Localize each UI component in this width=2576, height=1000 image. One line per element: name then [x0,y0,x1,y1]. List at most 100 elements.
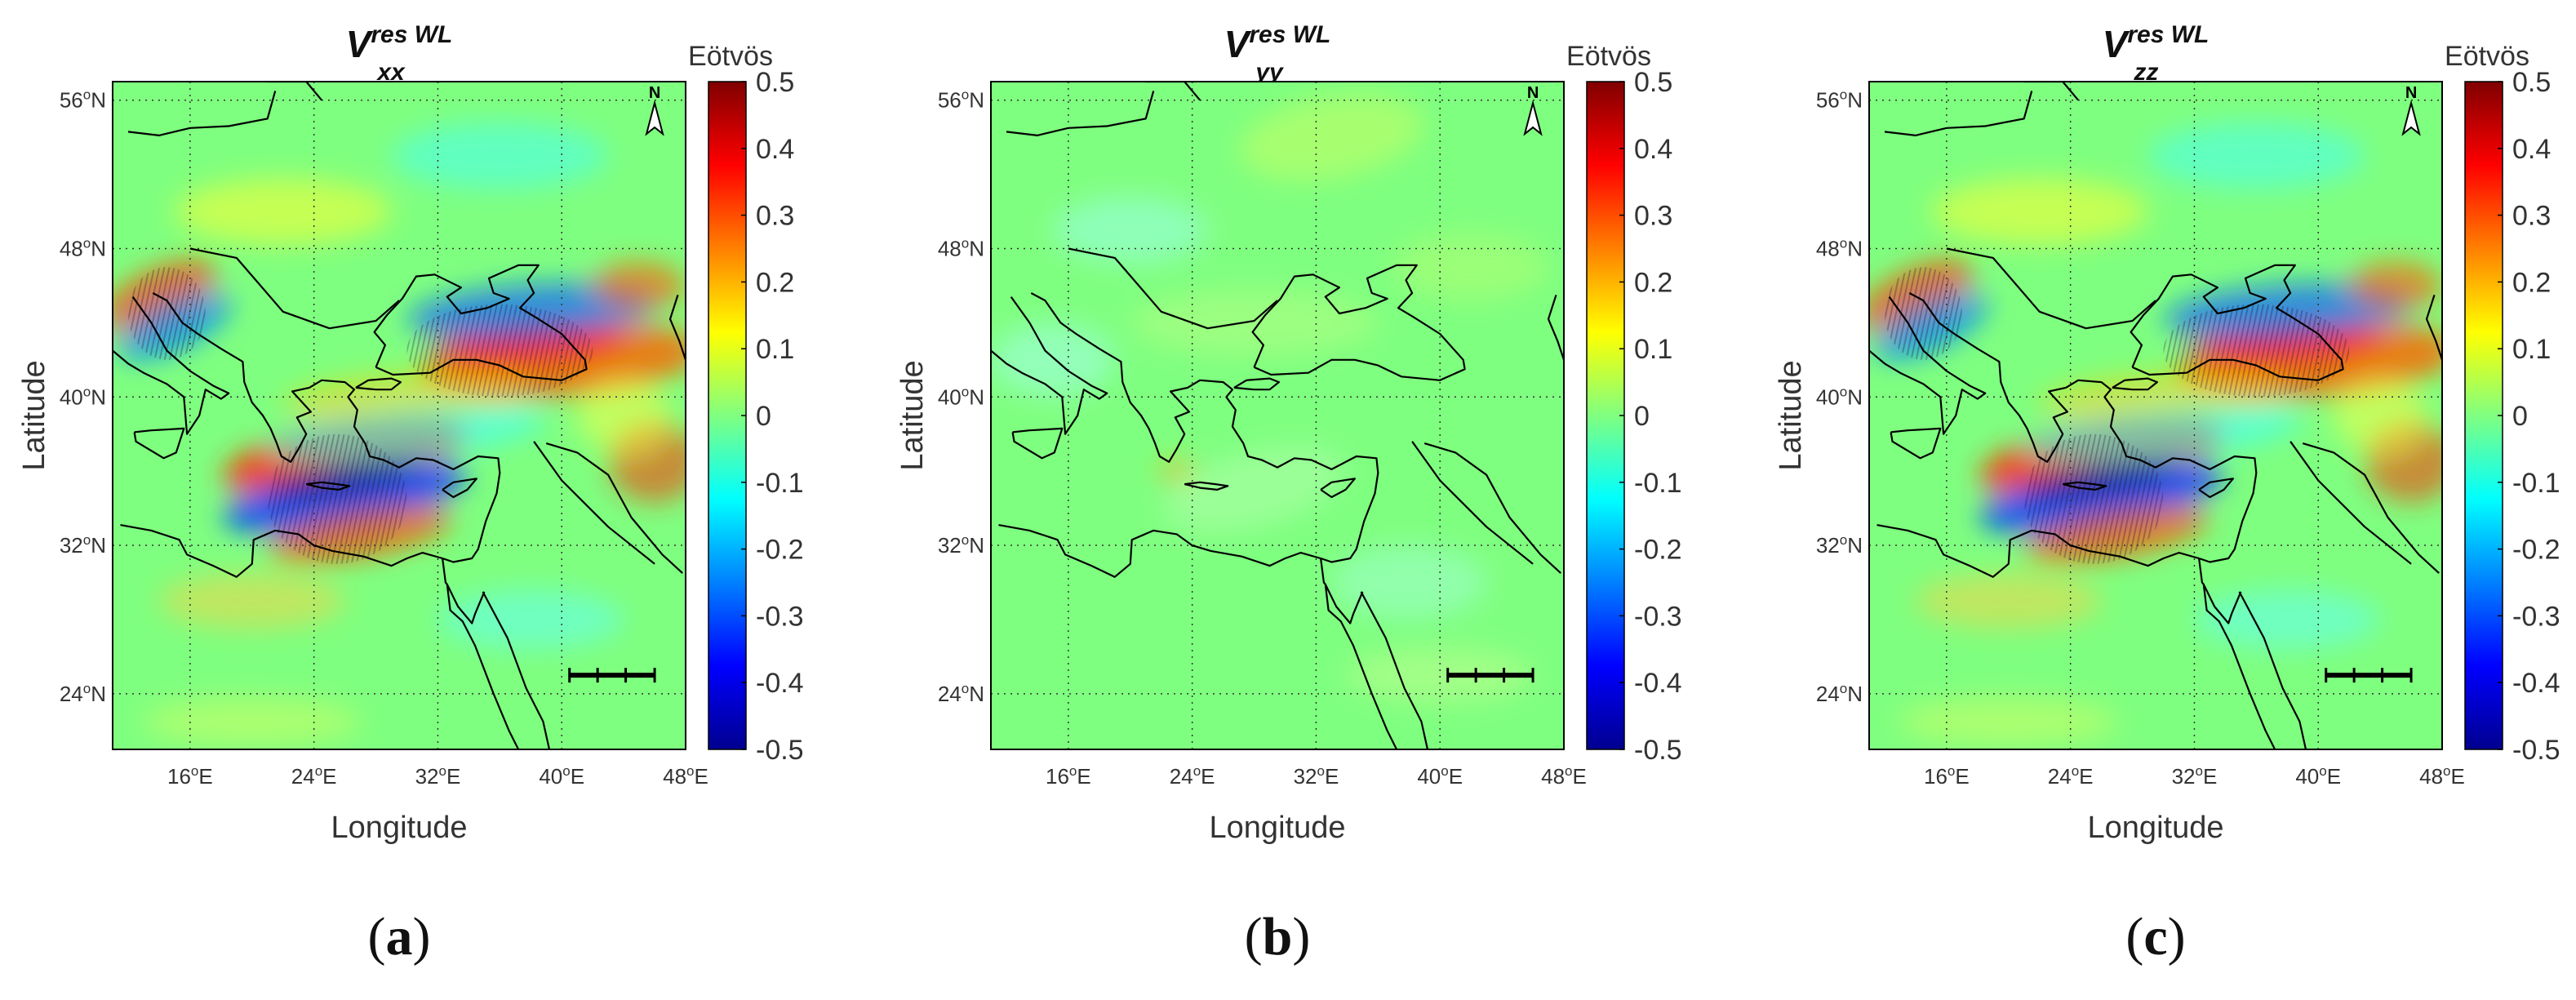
colorbar-tick-label: 0.3 [2512,201,2551,232]
colorbar-tick-label: -0.3 [1634,601,1682,632]
coastlines [991,82,1564,749]
anomaly-blob [1130,289,1379,357]
colorbar-tick-label: 0.3 [756,201,794,232]
graticule [991,82,1564,749]
graticule [113,82,686,749]
x-tick-label: 32oE [1294,763,1339,789]
map-frame [112,81,686,750]
north-arrow-icon: N [1523,84,1543,136]
y-tick-label: 40oN [938,384,984,409]
panel-caption: (c) [2125,907,2186,967]
y-axis-label: Latitude [895,360,930,470]
colorbar-tick-label: 0 [756,401,771,432]
x-tick-label: 48oE [663,763,708,789]
north-arrow-icon: N [645,84,664,136]
colorbar-tick-label: -0.5 [756,735,804,766]
colorbar-tick-label: -0.3 [756,601,804,632]
map-frame [990,81,1565,750]
x-tick-label: 48oE [1541,763,1587,789]
colorbar-tick-label: -0.2 [756,535,804,566]
svg-text:N: N [2405,84,2417,102]
scale-bar [568,668,656,683]
colorbar-tick-label: 0.5 [1634,67,1672,98]
colorbar-tick-label: -0.4 [1634,668,1682,699]
colorbar-tick-label: 0.4 [1634,134,1672,165]
panel-title: Vres WL zz [2103,21,2210,86]
colorbar-tick-label: -0.1 [2512,468,2560,499]
anomaly-blob [174,178,392,245]
y-tick-label: 24oN [1816,681,1863,706]
anomaly-blob [391,122,609,189]
x-axis-label: Longitude [331,811,468,845]
y-tick-label: 32oN [60,532,106,558]
colorbar-tick-label: 0.1 [2512,334,2551,365]
scale-bar [1446,668,1534,683]
scale-bar [2325,668,2413,683]
y-tick-label: 32oN [938,532,984,558]
colorbar-tick-label: 0.5 [756,67,794,98]
x-tick-label: 24oE [2048,763,2094,789]
anomaly-blob [143,697,361,746]
anomaly-blob [1239,94,1423,181]
y-tick-label: 48oN [938,236,984,261]
y-axis-label: Latitude [1774,360,1808,470]
anomaly-blob [437,589,624,650]
colorbar-tick-label: -0.2 [1634,535,1682,566]
svg-text:N: N [1527,84,1539,102]
anomaly-blob [1915,573,2102,629]
anomaly-blob [1393,233,1549,301]
graticule [1869,82,2442,749]
map-figure: Vres WL zz N 16oE 24oE 32oE 40oE 48oE 56oN 48oN 40… [1774,21,2560,845]
colorbar-tick-label: -0.3 [2512,601,2560,632]
colorbar-tick-label: 0 [2512,401,2528,432]
y-tick-label: 56oN [938,87,984,113]
colorbar-tick-label: 0.5 [2512,67,2551,98]
colorbar-tick-label: 0.2 [2512,267,2551,298]
panel-caption: (a) [367,907,431,967]
colorbar [2464,81,2503,750]
anomaly-blob [2334,378,2427,453]
y-tick-label: 24oN [938,681,984,706]
colorbar-tick-label: 0.2 [1634,267,1672,298]
map-panel-b: Vres WL yy N 16oE 24oE 32oE 40oE 48oE 56oN 48oN 40… [878,0,1737,1000]
x-tick-label: 16oE [1924,763,1970,789]
colorbar-tick-label: 0.3 [1634,201,1672,232]
colorbar-tick-label: 0.2 [756,267,794,298]
anomaly-blob [1930,178,2148,245]
map-area [113,82,686,749]
anomaly-blob [1157,458,1196,485]
x-tick-label: 40oE [2295,763,2341,789]
x-axis-label: Longitude [1210,811,1346,845]
panel-title: Vres WL xx [346,21,453,86]
colorbar-tick-label: -0.4 [2512,668,2560,699]
map-panel-a: Vres WL xx N 16oE 24oE 32oE 40oE 48oE 56oN 48oN 40… [0,0,859,1000]
anomaly-blob [2147,122,2365,189]
coastlines [113,82,686,749]
colorbar-tick-label: -0.2 [2512,535,2560,566]
anomaly-blob [1331,545,1487,620]
x-tick-label: 40oE [539,763,584,789]
colorbar-unit-label: Eötvös [688,41,773,72]
colorbar-tick-label: -0.5 [1634,735,1682,766]
x-tick-label: 40oE [1417,763,1463,789]
colorbar-tick-label: 0.4 [756,134,794,165]
x-tick-label: 32oE [2172,763,2218,789]
colorbar [708,81,747,750]
x-axis-label: Longitude [2088,811,2224,845]
anomaly-blob [991,322,1115,398]
anomaly-blob [593,261,686,310]
colorbar-tick-label: 0.4 [2512,134,2551,165]
y-tick-label: 48oN [60,236,106,261]
map-area [991,82,1564,749]
svg-text:N: N [649,84,660,102]
colorbar-tick-label: -0.5 [2512,735,2560,766]
y-tick-label: 40oN [60,384,106,409]
anomaly-blob [1899,697,2117,746]
x-tick-label: 48oE [2419,763,2465,789]
map-figure: Vres WL yy N 16oE 24oE 32oE 40oE 48oE 56oN 48oN 40… [895,21,1682,845]
colorbar-tick-label: -0.4 [756,668,804,699]
panel-title: Vres WL yy [1224,21,1331,86]
anomaly-blob [2194,589,2381,650]
coastlines [1869,82,2442,749]
colorbar-unit-label: Eötvös [1566,41,1651,72]
